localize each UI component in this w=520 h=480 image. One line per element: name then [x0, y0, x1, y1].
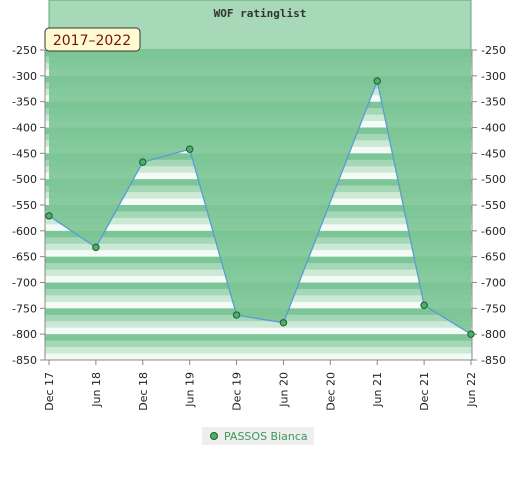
y-tick-label: -300 [12, 70, 37, 83]
data-point [232, 311, 241, 319]
x-axis: Dec 17 Jun 18 Dec 18 Jun 19 Dec 19 Jun 20 Dec … [43, 360, 478, 411]
x-tick-label: Jun 20 [277, 372, 290, 408]
y-tick-label: -550 [12, 199, 37, 212]
y-tick-label-right: -750 [481, 302, 506, 315]
x-tick-label: Jun 21 [371, 372, 384, 408]
legend-label: PASSOS Bianca [224, 429, 308, 443]
y-tick-label-right: -600 [481, 225, 506, 238]
y-tick-label-right: -250 [481, 44, 506, 57]
series-points [45, 77, 475, 338]
y-tick-label: -850 [12, 354, 37, 367]
y-tick-label-right: -800 [481, 328, 506, 341]
period-badge-label: 2017–2022 [53, 33, 131, 49]
y-tick-label-right: -350 [481, 96, 506, 109]
y-axis-right: -250 -300 -350 -400 -450 -500 -550 -600 -650 -700… [472, 44, 506, 367]
legend: PASSOS Bianca [202, 427, 314, 445]
area-fill [49, 50, 471, 335]
band [45, 321, 472, 329]
period-badge: 2017–2022 [44, 27, 141, 52]
y-tick-label-right: -500 [481, 173, 506, 186]
band [45, 347, 472, 355]
y-tick-label: -350 [12, 96, 37, 109]
y-tick-label: -800 [12, 328, 37, 341]
band [45, 327, 472, 335]
x-tick-label: Dec 21 [418, 372, 431, 411]
y-tick-label: -600 [12, 225, 37, 238]
band [45, 340, 472, 348]
data-point [467, 330, 475, 338]
data-point [92, 243, 100, 252]
data-point [279, 319, 288, 327]
y-tick-label: -700 [12, 277, 37, 290]
data-point [373, 77, 381, 85]
band [45, 334, 472, 342]
data-point [185, 145, 194, 153]
x-tick-label: Jun 19 [184, 372, 197, 408]
y-axis-left: -250 -300 -350 -400 -450 -500 -550 -600 -650 -700… [12, 44, 45, 367]
x-tick-label: Dec 19 [231, 372, 244, 411]
x-tick-label: Dec 17 [43, 372, 56, 411]
y-tick-label-right: -300 [481, 70, 506, 83]
area-shape [49, 50, 471, 335]
x-tick-label: Dec 20 [324, 372, 337, 411]
y-tick-label: -650 [12, 251, 37, 264]
y-tick-label: -750 [12, 302, 37, 315]
y-tick-label: -250 [12, 44, 37, 57]
band [45, 353, 472, 361]
x-tick-label: Jun 22 [465, 372, 478, 408]
x-tick-label: Dec 18 [137, 372, 150, 411]
y-tick-label: -400 [12, 122, 37, 135]
y-tick-label-right: -850 [481, 354, 506, 367]
y-tick-label-right: -700 [481, 277, 506, 290]
data-point [420, 301, 428, 309]
data-point [139, 158, 147, 166]
legend-marker [210, 432, 218, 440]
y-tick-label: -500 [12, 173, 37, 186]
y-tick-label-right: -400 [481, 122, 506, 135]
y-tick-label: -450 [12, 147, 37, 160]
data-point [45, 212, 53, 220]
y-tick-label-right: -550 [481, 199, 506, 212]
y-tick-label-right: -450 [481, 147, 506, 160]
y-tick-label-right: -650 [481, 251, 506, 264]
x-tick-label: Jun 18 [90, 372, 103, 408]
chart-title: WOF ratinglist [214, 7, 307, 20]
